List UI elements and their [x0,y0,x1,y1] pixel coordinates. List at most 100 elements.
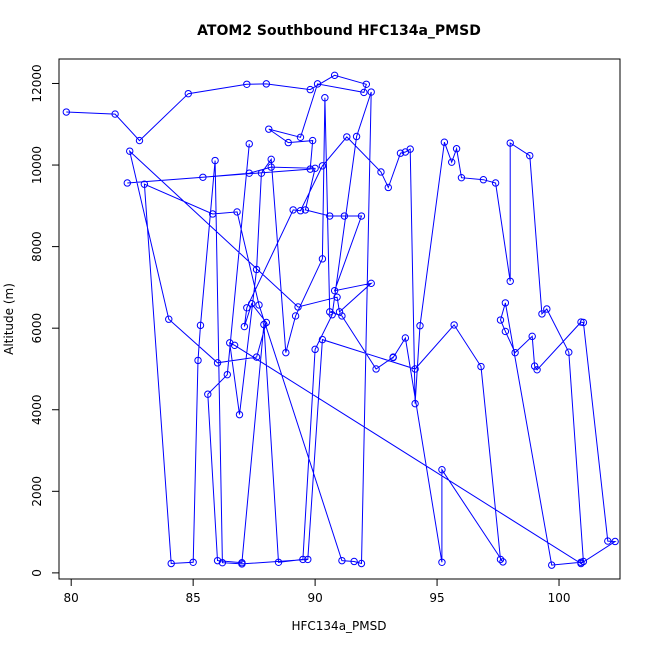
data-point [260,320,268,329]
series-points-group [62,71,619,569]
data-point [565,348,573,356]
data-point [218,558,227,567]
x-axis: 80 85 90 95 100 [64,578,571,605]
data-point [282,348,290,357]
data-point [235,410,244,419]
x-tick-label: 95 [429,591,444,605]
y-tick-label: 4000 [30,394,44,425]
data-point [548,561,556,569]
data-point [326,212,334,220]
data-point [530,362,539,370]
data-point [533,366,541,374]
x-axis-label: HFC134a_PMSD [291,619,386,633]
data-point [226,339,234,347]
chart-title: ATOM2 Southbound HFC134a_PMSD [197,23,481,39]
data-point [165,315,173,323]
data-point [189,558,197,566]
data-point [301,206,310,214]
data-point [511,348,519,357]
data-point [135,136,144,145]
data-point [223,370,232,379]
data-point [416,322,424,330]
data-point [526,151,534,160]
data-point [389,353,397,362]
data-point [240,322,249,331]
data-point [372,365,380,373]
data-point [440,138,449,146]
data-point [367,279,375,288]
y-tick-label: 10000 [30,146,44,184]
data-point [528,332,536,341]
data-point [252,265,261,274]
y-tick-label: 0 [30,569,44,577]
data-point [306,85,314,94]
data-point [238,558,246,567]
data-point [296,133,305,142]
y-tick-label: 12000 [30,64,44,102]
data-point [438,465,446,474]
data-point [274,558,283,566]
data-point [406,145,414,153]
data-point [338,556,346,565]
data-point [357,212,366,220]
data-point [262,80,271,88]
data-point [243,304,251,312]
data-point [377,168,385,176]
data-point [284,138,292,147]
data-point [491,179,500,187]
data-point [506,139,514,147]
data-point [352,132,361,141]
data-point [111,110,119,118]
data-point [267,155,275,164]
data-point [313,80,322,88]
data-point [262,318,271,327]
data-point [477,362,485,371]
x-tick-label: 85 [186,591,201,605]
x-tick-label: 80 [64,591,79,605]
data-point [457,173,466,182]
data-point [294,303,302,311]
data-point [384,183,392,192]
data-point [506,277,514,285]
y-axis-label: Altitude (m) [2,283,16,355]
data-point [479,176,488,184]
x-tick-label: 100 [548,591,571,605]
data-point [196,321,205,330]
series-line-group [66,74,617,566]
data-point [335,308,344,316]
data-point [243,80,251,88]
data-point [343,133,351,141]
data-point [126,147,134,155]
data-point [311,345,319,354]
data-point [577,318,585,326]
data-point [318,162,327,170]
data-point [252,353,261,361]
data-point [233,208,241,216]
data-point [577,559,585,568]
data-point [438,558,446,566]
data-point [330,286,339,295]
y-tick-label: 8000 [30,231,44,262]
data-point [289,206,297,214]
y-axis: 0 2000 4000 6000 8000 10000 12000 [30,64,60,577]
data-point [333,293,341,301]
data-point [450,321,458,329]
data-point [499,558,507,566]
data-point [296,207,305,215]
data-point [257,169,266,177]
data-point [304,555,312,564]
data-point [611,537,619,546]
data-point [452,145,461,153]
data-point [204,390,212,398]
data-point [184,89,192,98]
data-point [245,140,253,148]
data-point [255,301,263,309]
data-point [411,399,419,408]
data-point [367,88,375,96]
data-point [245,169,253,177]
data-point [448,158,456,166]
data-point [411,365,419,373]
data-point [396,149,405,157]
data-point [360,88,368,97]
